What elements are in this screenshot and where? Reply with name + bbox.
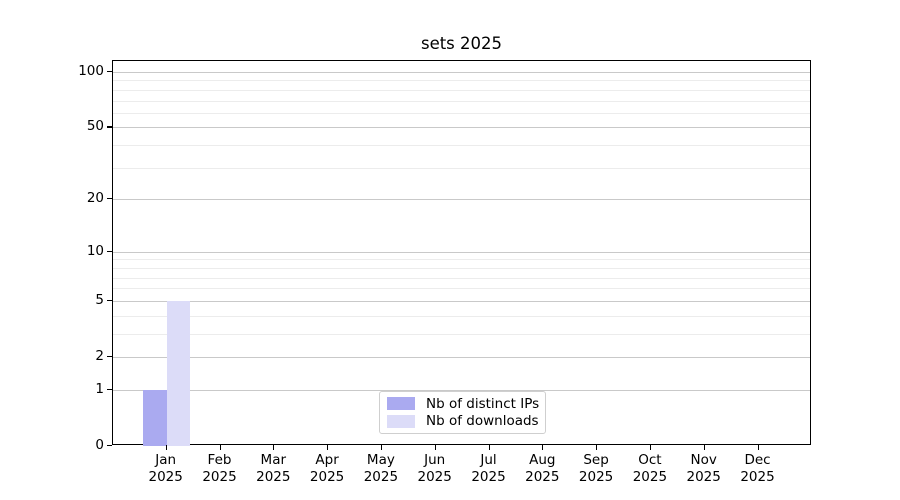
legend-label-distinct-ips: Nb of distinct IPs bbox=[426, 395, 540, 412]
gridline-major bbox=[113, 357, 810, 358]
y-tick-mark bbox=[107, 198, 112, 200]
x-tick-label: Jan 2025 bbox=[126, 452, 206, 485]
gridline-minor bbox=[113, 288, 810, 290]
gridline-minor bbox=[113, 315, 810, 317]
gridline-minor bbox=[113, 112, 810, 114]
x-tick-year: 2025 bbox=[471, 468, 506, 485]
x-tick-mark bbox=[488, 445, 490, 450]
legend-label-downloads: Nb of downloads bbox=[426, 413, 539, 430]
x-tick-year: 2025 bbox=[202, 468, 237, 485]
gridline-minor bbox=[113, 145, 810, 147]
x-tick-label: Apr 2025 bbox=[287, 452, 367, 485]
gridline-minor bbox=[113, 277, 810, 279]
y-tick-mark bbox=[107, 126, 112, 128]
gridline-major bbox=[113, 389, 810, 391]
x-tick-month: Oct bbox=[638, 452, 662, 468]
y-tick-mark bbox=[107, 388, 112, 390]
x-tick-year: 2025 bbox=[363, 468, 399, 485]
y-tick-mark bbox=[107, 250, 112, 252]
x-tick-label: Jul 2025 bbox=[449, 452, 529, 485]
gridline-minor bbox=[113, 100, 810, 102]
gridline-minor bbox=[113, 89, 810, 91]
x-tick-month: May bbox=[366, 452, 395, 468]
legend-item-distinct-ips: Nb of distinct IPs bbox=[387, 395, 540, 412]
x-tick-year: 2025 bbox=[256, 468, 291, 485]
gridline-major bbox=[113, 127, 810, 129]
x-tick-month: Jan bbox=[155, 452, 177, 468]
y-tick-mark bbox=[107, 71, 112, 73]
x-tick-month: Mar bbox=[260, 452, 287, 468]
x-tick-mark bbox=[649, 445, 652, 450]
x-tick-mark bbox=[327, 445, 329, 450]
gridline-major bbox=[113, 300, 810, 302]
x-tick-year: 2025 bbox=[578, 468, 614, 485]
legend: Nb of distinct IPs Nb of downloads bbox=[379, 391, 546, 434]
x-tick-month: Aug bbox=[529, 452, 556, 468]
x-tick-month: Jul bbox=[480, 452, 497, 468]
legend-item-downloads: Nb of downloads bbox=[387, 413, 539, 430]
y-tick-label: 50 bbox=[86, 118, 104, 135]
x-tick-label: Oct 2025 bbox=[610, 452, 690, 485]
y-tick-label: 10 bbox=[86, 242, 104, 259]
x-tick-year: 2025 bbox=[686, 468, 721, 485]
bar-nb-of-downloads bbox=[166, 300, 191, 446]
gridline-minor bbox=[113, 259, 810, 261]
y-tick-mark bbox=[107, 356, 112, 358]
x-tick-mark bbox=[596, 445, 598, 450]
x-tick-year: 2025 bbox=[740, 468, 775, 485]
x-tick-mark bbox=[380, 445, 383, 450]
x-tick-mark bbox=[542, 445, 544, 450]
x-tick-label: Feb 2025 bbox=[180, 452, 260, 485]
chart-title: sets 2025 bbox=[420, 34, 503, 53]
x-tick-label: Aug 2025 bbox=[502, 452, 582, 485]
x-tick-month: Sep bbox=[583, 452, 609, 468]
gridline-major bbox=[113, 199, 810, 201]
y-tick-mark bbox=[107, 445, 112, 447]
bar-nb-of-distinct-ips bbox=[143, 389, 167, 446]
y-tick-label: 0 bbox=[95, 437, 104, 453]
x-tick-month: Jun bbox=[424, 452, 446, 468]
x-tick-mark bbox=[703, 445, 705, 450]
x-tick-year: 2025 bbox=[417, 468, 452, 485]
y-tick-label: 20 bbox=[86, 190, 104, 207]
y-tick-mark bbox=[107, 299, 112, 301]
x-tick-month: Feb bbox=[207, 452, 232, 468]
x-tick-label: Dec 2025 bbox=[718, 452, 798, 485]
gridline-minor bbox=[113, 267, 810, 269]
gridline-minor bbox=[113, 333, 810, 335]
gridline-major bbox=[113, 251, 810, 253]
x-tick-year: 2025 bbox=[148, 468, 183, 485]
y-tick-label: 2 bbox=[95, 348, 104, 364]
y-tick-label: 5 bbox=[95, 291, 104, 308]
gridline-minor bbox=[113, 167, 810, 169]
y-tick-label: 1 bbox=[95, 380, 104, 397]
x-tick-label: Sep 2025 bbox=[556, 452, 636, 485]
x-tick-mark bbox=[165, 445, 167, 450]
x-tick-month: Apr bbox=[315, 452, 339, 468]
x-tick-year: 2025 bbox=[525, 468, 560, 485]
x-tick-mark bbox=[434, 445, 436, 450]
x-tick-label: Nov 2025 bbox=[664, 452, 744, 485]
x-tick-month: Nov bbox=[690, 452, 717, 468]
x-tick-year: 2025 bbox=[309, 468, 345, 485]
x-tick-mark bbox=[273, 445, 275, 450]
x-tick-label: May 2025 bbox=[341, 452, 421, 485]
gridline-minor bbox=[113, 80, 810, 82]
legend-swatch-downloads bbox=[387, 414, 415, 428]
x-tick-mark bbox=[757, 445, 759, 450]
gridline-major bbox=[113, 72, 810, 73]
y-tick-label: 100 bbox=[78, 63, 104, 79]
x-tick-year: 2025 bbox=[632, 468, 668, 485]
x-tick-label: Jun 2025 bbox=[395, 452, 475, 485]
x-tick-label: Mar 2025 bbox=[233, 452, 313, 485]
plot-area bbox=[112, 60, 811, 446]
x-tick-mark bbox=[219, 445, 221, 450]
legend-swatch-distinct-ips bbox=[387, 397, 415, 411]
x-tick-month: Dec bbox=[744, 452, 771, 468]
